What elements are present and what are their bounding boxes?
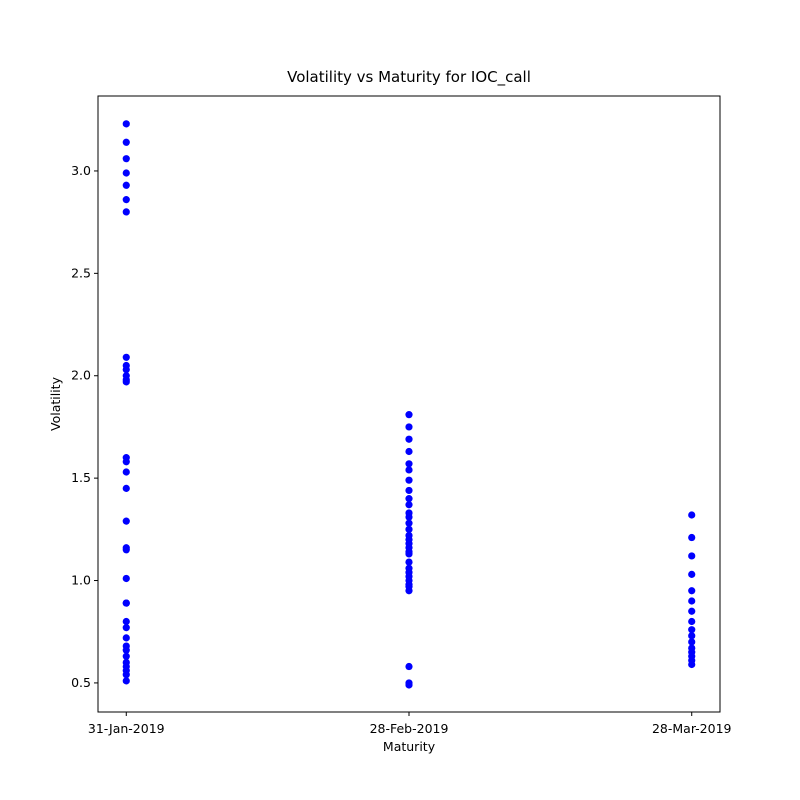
point bbox=[122, 365, 130, 374]
plot-frame bbox=[97, 95, 721, 713]
point bbox=[405, 486, 413, 495]
point bbox=[122, 196, 130, 204]
point bbox=[688, 626, 696, 634]
point bbox=[122, 599, 130, 607]
point bbox=[122, 181, 130, 189]
point bbox=[688, 570, 696, 578]
point bbox=[405, 550, 413, 558]
point bbox=[122, 652, 130, 660]
point bbox=[122, 617, 130, 626]
point bbox=[405, 558, 413, 566]
point bbox=[688, 607, 696, 615]
x-axis-label: Maturity bbox=[383, 739, 436, 754]
y-tick-label: 2.0 bbox=[71, 368, 91, 383]
point bbox=[405, 587, 413, 595]
point bbox=[405, 476, 413, 484]
point bbox=[122, 468, 130, 476]
point bbox=[688, 587, 696, 595]
point bbox=[405, 435, 413, 443]
y-tick-label: 3.0 bbox=[71, 163, 91, 178]
point bbox=[405, 681, 413, 689]
point bbox=[122, 155, 130, 163]
y-tick-label: 2.5 bbox=[71, 265, 91, 280]
point bbox=[122, 624, 130, 632]
point bbox=[122, 458, 130, 466]
point bbox=[688, 617, 696, 626]
point bbox=[122, 138, 130, 146]
chart-title: Volatility vs Maturity for IOC_call bbox=[287, 68, 531, 87]
y-tick-label: 1.5 bbox=[71, 470, 91, 485]
point bbox=[122, 120, 130, 128]
point bbox=[405, 447, 413, 456]
point bbox=[405, 519, 413, 527]
x-tick-label: 28-Feb-2019 bbox=[370, 721, 449, 736]
point bbox=[688, 597, 696, 605]
point bbox=[405, 662, 413, 671]
point bbox=[122, 671, 130, 679]
point bbox=[122, 517, 130, 525]
point bbox=[688, 632, 696, 640]
y-axis-label: Volatility bbox=[48, 376, 63, 431]
point bbox=[122, 353, 130, 361]
point bbox=[688, 638, 696, 646]
point bbox=[122, 169, 130, 177]
point bbox=[122, 484, 130, 492]
point bbox=[405, 501, 413, 509]
point bbox=[405, 513, 413, 521]
point bbox=[122, 378, 130, 386]
x-tick-label: 28-Mar-2019 bbox=[652, 721, 732, 736]
y-tick-label: 0.5 bbox=[71, 675, 91, 690]
point bbox=[122, 634, 130, 642]
point bbox=[405, 460, 413, 468]
point bbox=[122, 546, 130, 554]
point bbox=[688, 533, 696, 542]
point bbox=[122, 646, 130, 654]
point bbox=[405, 411, 413, 419]
point bbox=[688, 511, 696, 519]
point bbox=[688, 552, 696, 560]
point bbox=[122, 677, 130, 685]
point bbox=[688, 660, 696, 669]
point bbox=[405, 423, 413, 431]
y-tick-label: 1.0 bbox=[71, 573, 91, 588]
x-tick-label: 31-Jan-2019 bbox=[88, 721, 165, 736]
point bbox=[405, 495, 413, 503]
point bbox=[122, 574, 130, 583]
point bbox=[405, 466, 413, 474]
point bbox=[122, 208, 130, 216]
point bbox=[405, 525, 413, 533]
